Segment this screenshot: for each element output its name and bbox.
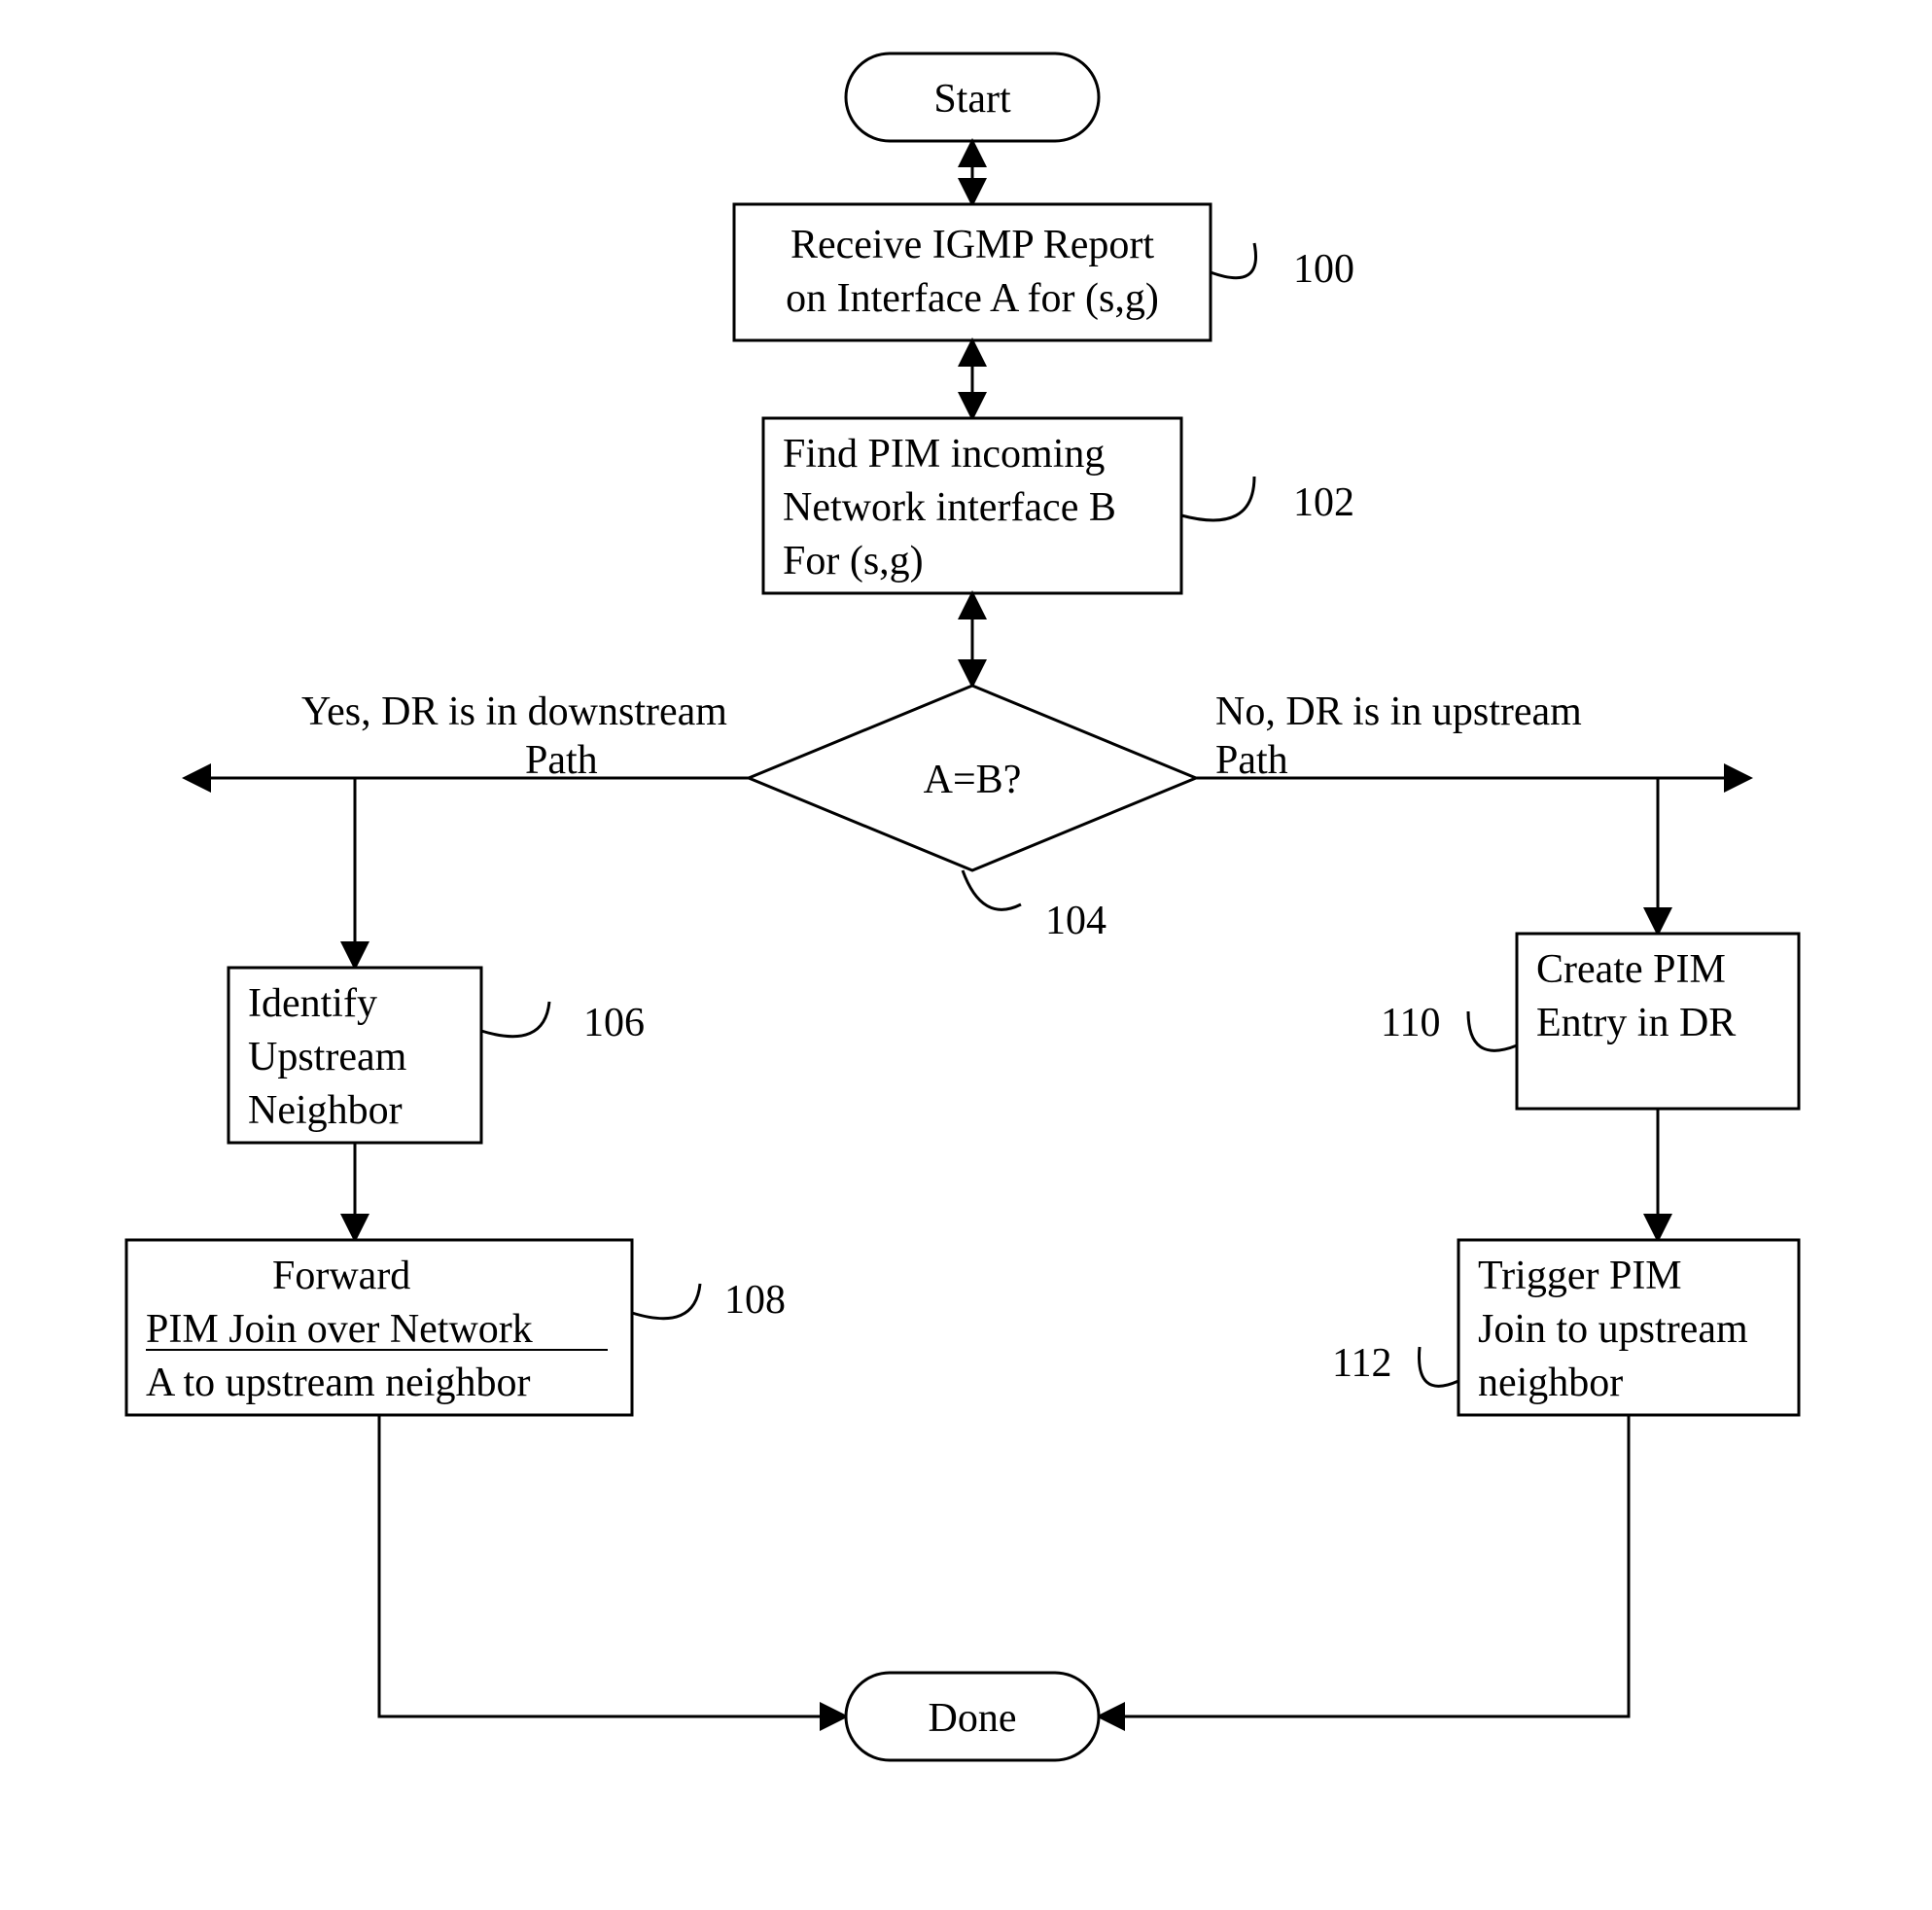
node-110: Create PIM Entry in DR [1517, 934, 1799, 1109]
node-102-line3: For (s,g) [783, 539, 924, 584]
branch-yes-line1: Yes, DR is in downstream [301, 690, 727, 734]
callout-102 [1181, 477, 1254, 520]
ref-100: 100 [1293, 247, 1354, 292]
node-100-line1: Receive IGMP Report [790, 223, 1154, 267]
ref-106: 106 [583, 1001, 645, 1045]
ref-102: 102 [1293, 480, 1354, 525]
ref-110: 110 [1381, 1001, 1440, 1045]
node-108-line1: Forward [272, 1254, 410, 1298]
node-106-line2: Upstream [248, 1035, 407, 1079]
callout-106 [481, 1002, 549, 1037]
node-102-line2: Network interface B [783, 485, 1116, 530]
branch-no-line2: Path [1215, 738, 1288, 783]
ref-104: 104 [1045, 899, 1107, 943]
callout-108 [632, 1284, 700, 1319]
node-108-line3: A to upstream neighbor [146, 1361, 530, 1405]
start-label: Start [933, 77, 1011, 122]
branch-yes-line2: Path [525, 738, 598, 783]
node-108-line2: PIM Join over Network [146, 1307, 533, 1352]
node-104-label: A=B? [924, 758, 1022, 802]
node-110-line2: Entry in DR [1536, 1001, 1736, 1045]
node-start: Start [846, 53, 1099, 141]
node-112: Trigger PIM Join to upstream neighbor [1458, 1240, 1799, 1415]
edge-108-done [379, 1415, 846, 1716]
node-106-line1: Identify [248, 981, 377, 1026]
node-106-line3: Neighbor [248, 1088, 403, 1133]
callout-112 [1420, 1347, 1459, 1386]
node-108: Forward PIM Join over Network A to upstr… [126, 1240, 632, 1415]
node-100: Receive IGMP Report on Interface A for (… [734, 204, 1211, 340]
callout-100 [1211, 243, 1256, 278]
node-100-line2: on Interface A for (s,g) [786, 276, 1159, 321]
callout-110 [1468, 1011, 1517, 1050]
node-done: Done [846, 1673, 1099, 1760]
done-label: Done [929, 1696, 1017, 1741]
node-106: Identify Upstream Neighbor [228, 968, 481, 1143]
node-110-line1: Create PIM [1536, 947, 1726, 992]
branch-no-line1: No, DR is in upstream [1215, 690, 1582, 734]
node-112-line2: Join to upstream [1478, 1307, 1748, 1352]
node-112-line1: Trigger PIM [1478, 1254, 1682, 1298]
node-104: A=B? [749, 686, 1196, 870]
node-102-line1: Find PIM incoming [783, 432, 1105, 477]
callout-104 [963, 870, 1021, 909]
node-102: Find PIM incoming Network interface B Fo… [763, 418, 1181, 593]
edge-112-done [1099, 1415, 1629, 1716]
ref-112: 112 [1332, 1341, 1391, 1386]
flowchart-canvas: Start Receive IGMP Report on Interface A… [0, 0, 1932, 1910]
node-112-line3: neighbor [1478, 1361, 1623, 1405]
ref-108: 108 [724, 1278, 786, 1323]
